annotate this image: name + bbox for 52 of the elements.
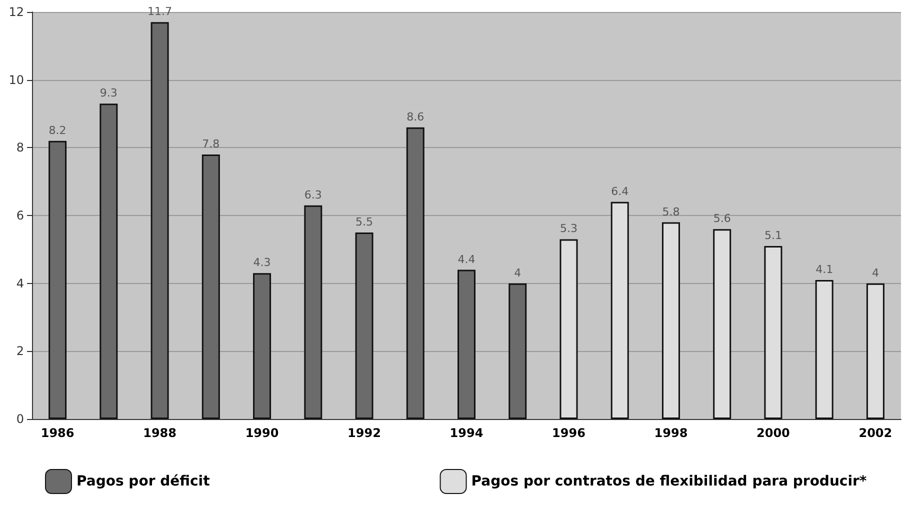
y-tick-label: 6: [16, 208, 24, 222]
data-label: 5.5: [356, 215, 374, 228]
bar: [150, 22, 169, 419]
data-label: 6.4: [611, 184, 629, 198]
data-label: 5.1: [764, 229, 782, 242]
data-label: 4.4: [458, 252, 476, 266]
data-label: 7.8: [202, 137, 220, 150]
x-tick-label: 2002: [858, 426, 892, 440]
bar: [508, 283, 527, 419]
bar: [100, 104, 118, 419]
y-tick-label: 0: [16, 412, 24, 426]
x-tick-label: 1988: [143, 426, 176, 440]
data-label: 5.8: [662, 205, 680, 218]
data-label: 11.7: [148, 5, 172, 18]
bar: [406, 127, 424, 419]
bar: [662, 222, 680, 419]
x-tick-label: 1986: [40, 426, 74, 440]
bar: [866, 283, 884, 419]
bar: [202, 154, 220, 419]
bar: [48, 140, 67, 419]
x-tick-label: 2000: [756, 426, 790, 440]
legend-label: Pagos por contratos de flexibilidad para producir*: [471, 474, 868, 490]
data-label: 4: [514, 266, 522, 280]
data-label: 4.1: [816, 262, 834, 276]
bar: [458, 270, 476, 419]
bar: [815, 280, 834, 419]
y-tick-label: 10: [8, 72, 24, 87]
bar: [253, 273, 272, 419]
y-tick-label: 8: [16, 140, 24, 155]
legend-label: Pagos por déficit: [76, 474, 210, 490]
bar: [560, 239, 578, 419]
x-tick-label: 1998: [654, 426, 688, 440]
bar: [764, 246, 782, 419]
data-label: 8.6: [406, 110, 424, 124]
bar: [355, 232, 374, 419]
x-tick-label: 1992: [348, 426, 381, 440]
bar: [610, 202, 629, 419]
y-tick-label: 4: [16, 276, 24, 290]
data-label: 5.3: [560, 222, 578, 236]
y-tick-label: 2: [16, 344, 24, 358]
data-label: 9.3: [100, 86, 118, 100]
data-label: 6.3: [304, 188, 322, 202]
bar: [304, 205, 322, 419]
data-label: 5.6: [713, 212, 731, 226]
data-label: 4: [872, 266, 879, 280]
x-tick-label: 1990: [245, 426, 279, 440]
x-tick-label: 1996: [552, 426, 586, 440]
data-label: 4.3: [253, 256, 271, 270]
bar: [713, 229, 732, 419]
data-label: 8.2: [48, 124, 66, 137]
y-tick-label: 12: [8, 5, 24, 19]
x-tick-label: 1994: [450, 426, 484, 440]
